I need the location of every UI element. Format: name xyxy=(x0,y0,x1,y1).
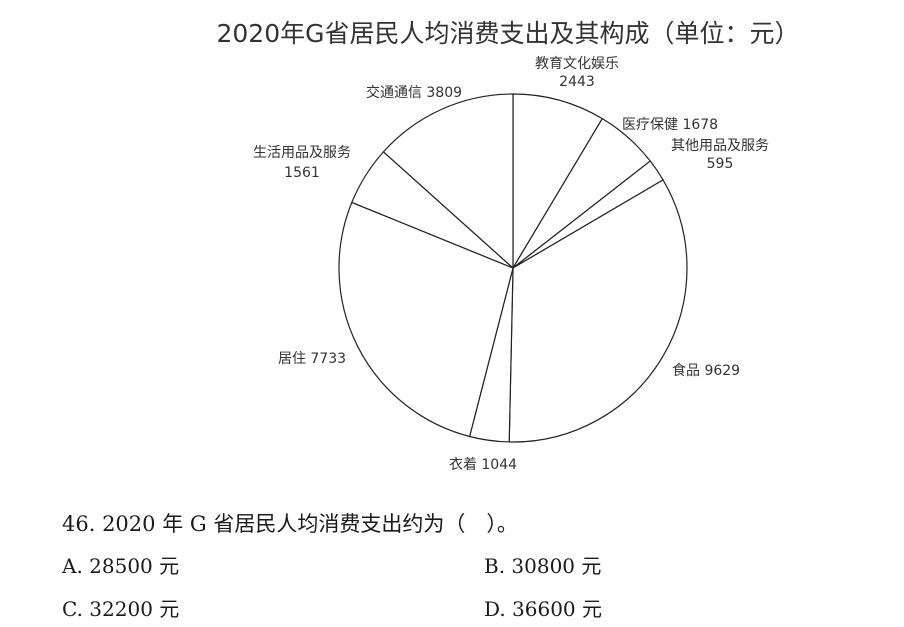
slice-label-line: 医疗保健 1678 xyxy=(622,117,718,133)
slice-label-line: 595 xyxy=(707,156,734,172)
slice-label-line: 食品 9629 xyxy=(672,362,740,379)
option-b[interactable]: B. 30800 元 xyxy=(484,554,602,578)
slice-label-1: 教育文化娱乐 2443 xyxy=(535,56,619,90)
slice-label-line: 2443 xyxy=(559,74,595,90)
slice-label-line: 交通通信 3809 xyxy=(366,84,462,101)
slice-label-3: 其他用品及服务 595 xyxy=(671,138,769,172)
slice-label-4: 食品 9629 xyxy=(672,362,740,379)
slice-label-8: 交通通信 3809 xyxy=(366,84,462,101)
slice-label-6: 居住 7733 xyxy=(278,351,346,367)
slice-label-line: 教育文化娱乐 xyxy=(535,56,619,72)
slice-label-line: 其他用品及服务 xyxy=(671,138,769,154)
pie-chart: 2020年G省居民人均消费支出及其构成（单位：元） 教育文化娱乐 2443 医疗保健… xyxy=(217,19,800,473)
pie-slices xyxy=(338,93,688,443)
slice-label-2: 医疗保健 1678 xyxy=(622,117,718,133)
pie-slice-6 xyxy=(338,201,514,438)
slice-label-line: 居住 7733 xyxy=(278,351,346,367)
pie-labels: 教育文化娱乐 2443 医疗保健 1678 其他用品及服务 595 食品 9629 衣着 1… xyxy=(253,56,769,473)
option-c[interactable]: C. 32200 元 xyxy=(62,597,180,621)
question-stem: 46. 2020 年 G 省居民人均消费支出约为（ ）。 xyxy=(62,512,518,536)
slice-label-5: 衣着 1044 xyxy=(449,457,517,473)
slice-label-line: 1561 xyxy=(284,165,320,181)
slice-label-7: 生活用品及服务 1561 xyxy=(253,145,351,181)
pie-slice-8 xyxy=(382,93,514,270)
slice-label-line: 衣着 1044 xyxy=(449,457,517,473)
option-a[interactable]: A. 28500 元 xyxy=(62,554,180,578)
pie-slice-4 xyxy=(508,179,688,443)
pie-slice-1 xyxy=(512,93,604,271)
slice-label-line: 生活用品及服务 xyxy=(253,145,351,161)
chart-title: 2020年G省居民人均消费支出及其构成（单位：元） xyxy=(217,19,800,48)
option-d[interactable]: D. 36600 元 xyxy=(484,597,603,621)
